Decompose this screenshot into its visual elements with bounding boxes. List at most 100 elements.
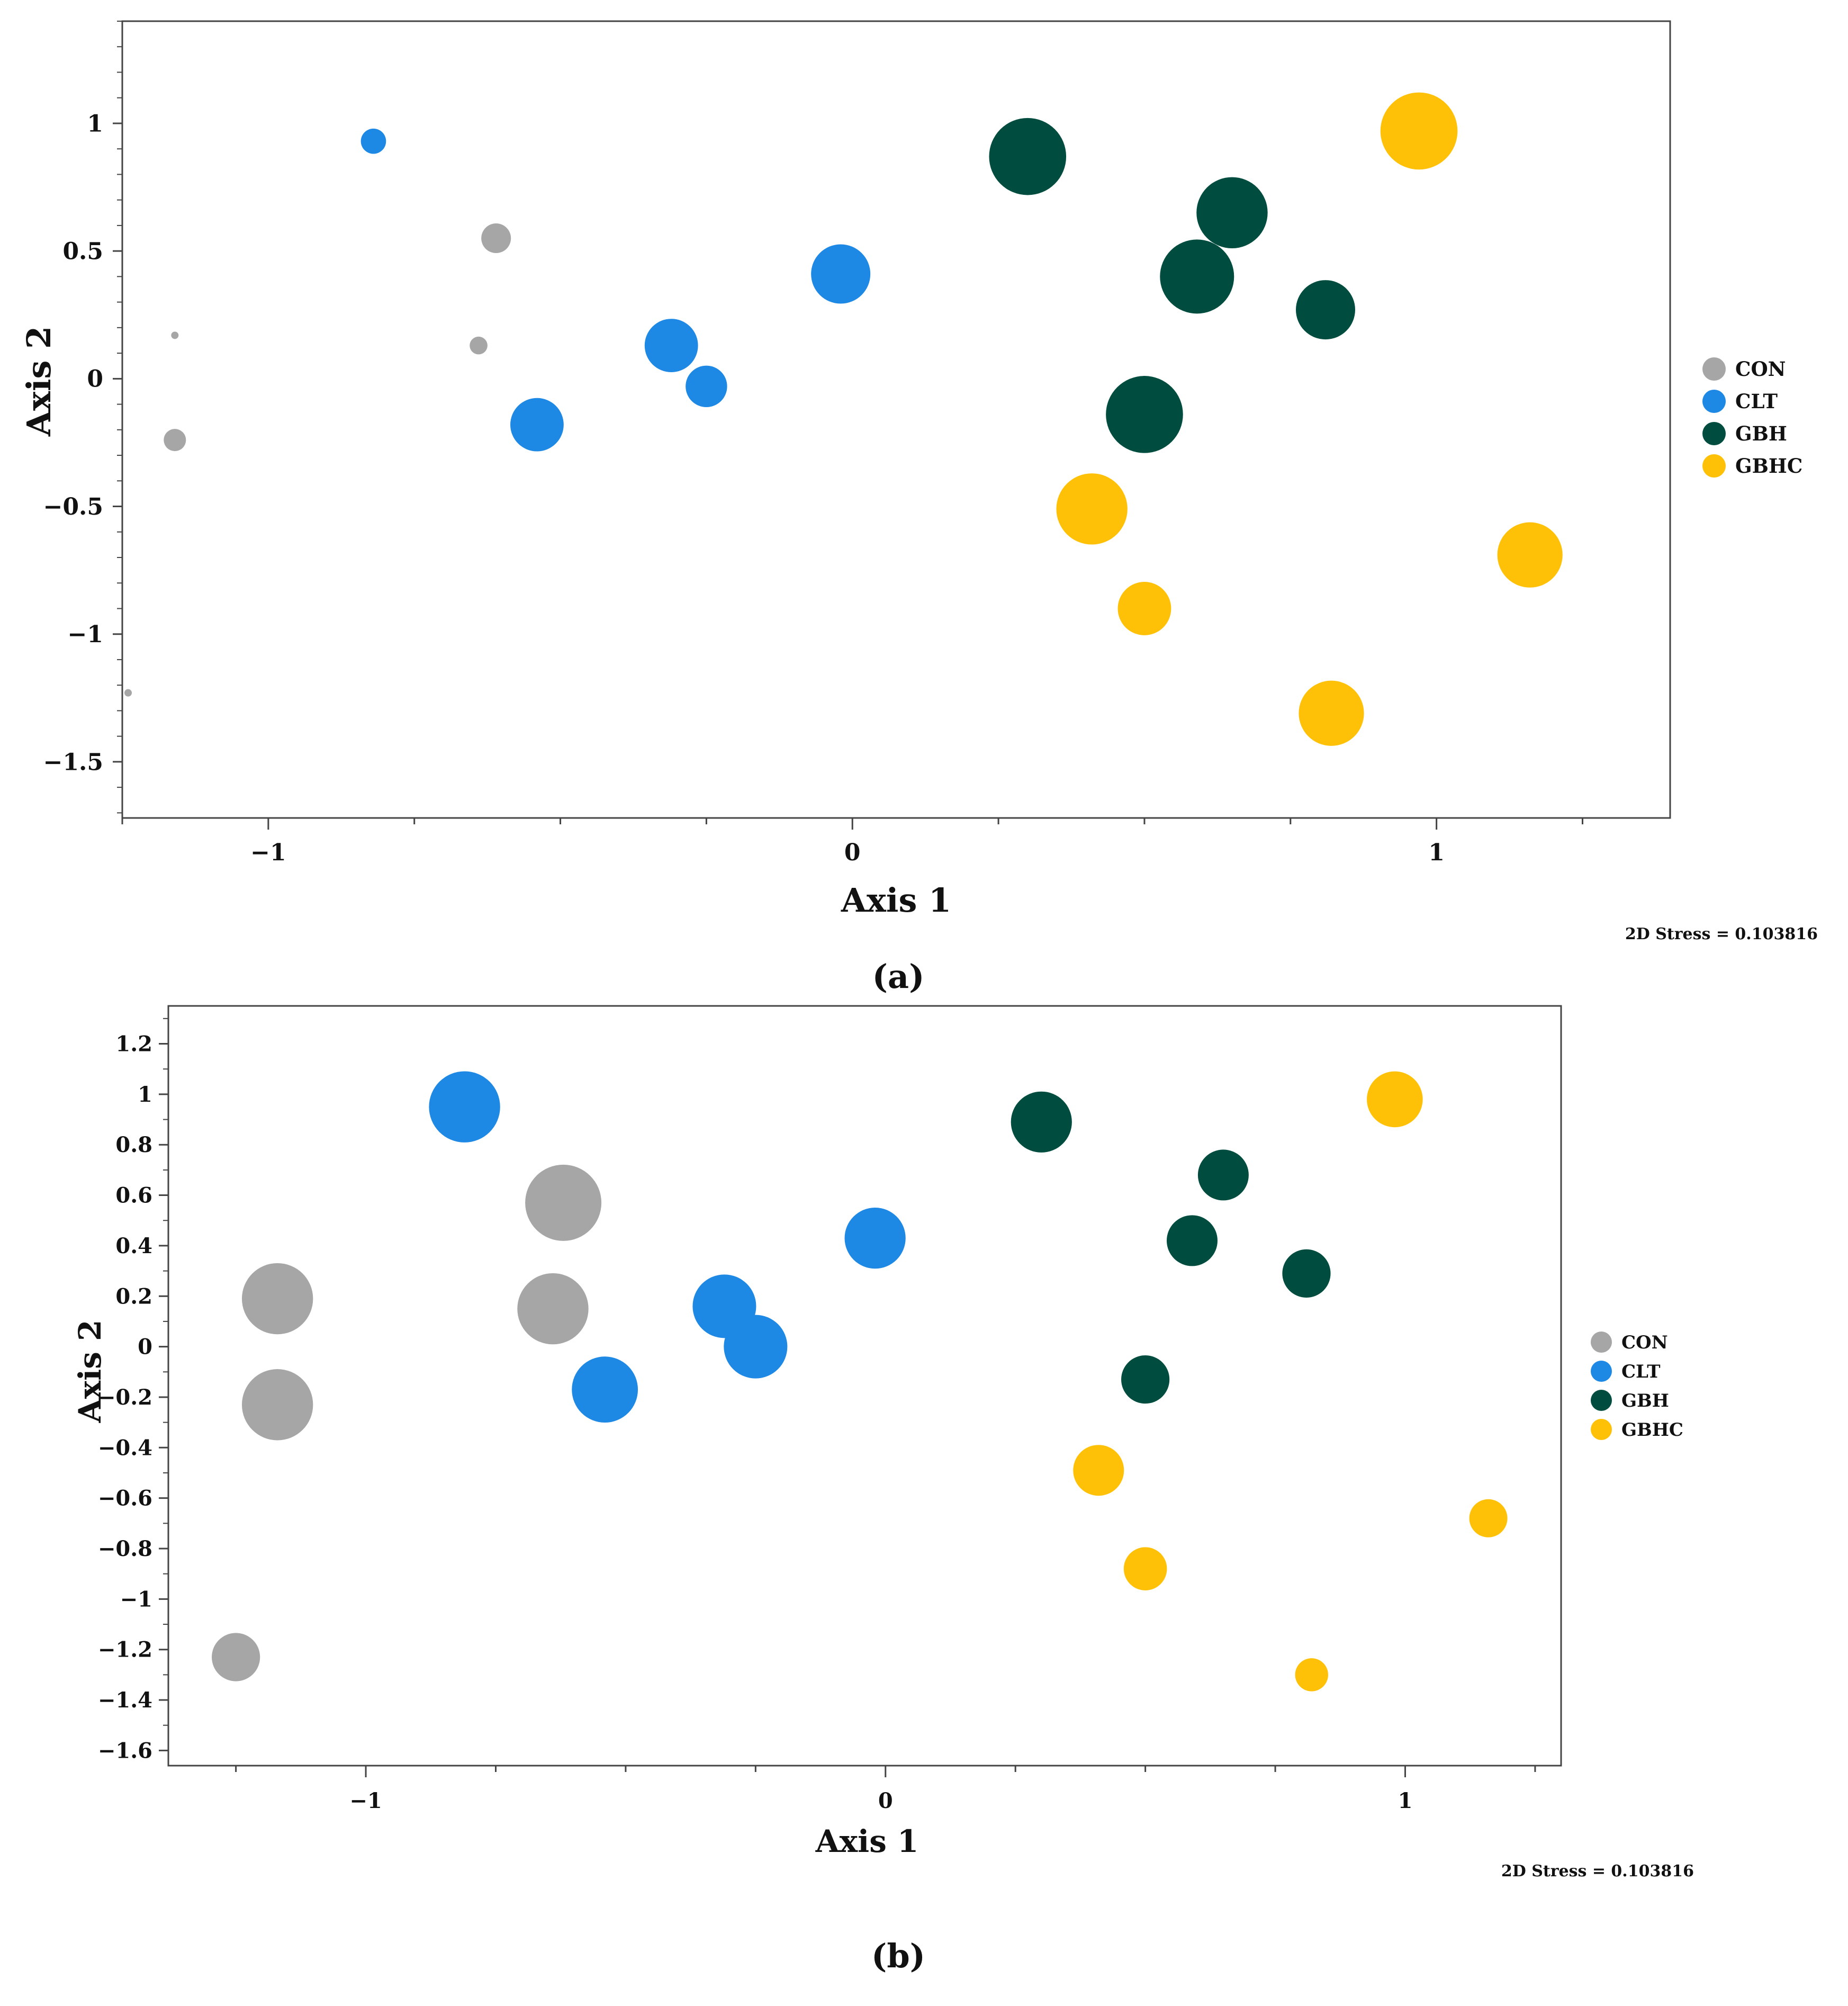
stress-value-a: 2D Stress = 0.103816 xyxy=(1625,925,1818,943)
legend-swatch-gbh xyxy=(1702,422,1726,445)
legend-label-gbhc: GBHC xyxy=(1621,1419,1683,1441)
legend-a: CON CLT GBH GBHC xyxy=(1702,357,1802,478)
x-tick-label: 1 xyxy=(1398,1788,1413,1813)
panel-label-a: (a) xyxy=(872,957,925,996)
point-con xyxy=(525,1164,602,1241)
point-clt xyxy=(572,1356,638,1423)
x-tick-label: 1 xyxy=(1428,839,1445,866)
point-gbhc xyxy=(1117,582,1171,635)
point-con xyxy=(481,223,511,254)
y-tick-label: −1.2 xyxy=(98,1638,152,1662)
point-con xyxy=(171,331,179,339)
x-tick-label: −1 xyxy=(349,1788,382,1813)
point-gbh xyxy=(1106,376,1183,453)
point-gbh xyxy=(989,118,1067,195)
legend-label-gbh: GBH xyxy=(1735,422,1787,445)
point-con xyxy=(517,1273,589,1345)
legend-swatch-con xyxy=(1591,1332,1612,1353)
y-tick-label: −0.8 xyxy=(98,1536,152,1561)
legend-label-con: CON xyxy=(1735,357,1786,381)
point-clt xyxy=(724,1315,788,1379)
point-gbh xyxy=(1121,1355,1170,1404)
point-gbh xyxy=(1166,1215,1218,1266)
point-gbh xyxy=(1011,1091,1072,1153)
point-con xyxy=(241,1263,313,1335)
y-tick-label: −1.4 xyxy=(98,1688,152,1713)
panel-a: −1 0 1 1 0.5 0 −0.5 −1 −1.5 Axis 1 Axis 2 CON CLT… xyxy=(20,20,1818,996)
y-tick-label: −0.5 xyxy=(43,493,103,520)
x-tick-label: 0 xyxy=(844,839,861,866)
plot-frame-b xyxy=(167,1005,1562,1767)
legend-b: CON CLT GBH GBHC xyxy=(1591,1332,1683,1441)
y-tick-label: 1 xyxy=(87,110,103,137)
legend-swatch-con xyxy=(1702,357,1726,381)
legend-swatch-gbhc xyxy=(1591,1419,1612,1440)
y-tick-label: 0.2 xyxy=(115,1284,152,1309)
legend-label-gbh: GBH xyxy=(1621,1390,1669,1411)
y-tick-label: 0.4 xyxy=(115,1234,152,1258)
scatter-points-b xyxy=(212,1071,1508,1692)
point-gbh xyxy=(1295,280,1355,340)
y-axis-title-b: Axis 2 xyxy=(72,1320,108,1424)
point-gbh xyxy=(1196,177,1268,248)
point-gbhc xyxy=(1367,1071,1423,1128)
y-tick-label: 0.8 xyxy=(115,1132,152,1157)
y-tick-label: −0.2 xyxy=(98,1385,152,1410)
point-gbhc xyxy=(1497,522,1563,588)
legend-swatch-clt xyxy=(1702,390,1726,413)
point-gbhc xyxy=(1073,1445,1124,1496)
point-gbhc xyxy=(1299,680,1364,746)
point-clt xyxy=(510,398,564,452)
point-con xyxy=(241,1369,313,1441)
y-tick-label: 0 xyxy=(138,1335,152,1360)
x-axis-title-b: Axis 1 xyxy=(815,1823,919,1859)
point-gbhc xyxy=(1295,1658,1328,1692)
legend-swatch-gbhc xyxy=(1702,454,1726,478)
y-axis-title-a: Axis 2 xyxy=(20,326,58,437)
y-tick-label: 0 xyxy=(87,366,103,393)
point-clt xyxy=(844,1208,906,1269)
x-tick-label: −1 xyxy=(250,839,286,866)
legend-swatch-clt xyxy=(1591,1361,1612,1382)
y-tick-label: 0.6 xyxy=(115,1183,152,1208)
legend-swatch-gbh xyxy=(1591,1390,1612,1411)
point-gbhc xyxy=(1380,92,1458,170)
legend-label-clt: CLT xyxy=(1621,1361,1661,1382)
point-gbhc xyxy=(1469,1499,1508,1537)
panel-label-b: (b) xyxy=(871,1937,925,1975)
legend-label-clt: CLT xyxy=(1735,390,1778,413)
point-con xyxy=(164,429,186,452)
legend-label-gbhc: GBHC xyxy=(1735,454,1802,478)
y-tick-label: −1 xyxy=(68,621,103,648)
y-tick-label: −0.4 xyxy=(98,1435,152,1460)
point-con xyxy=(470,336,488,355)
point-gbhc xyxy=(1123,1547,1167,1590)
point-gbh xyxy=(1197,1149,1249,1201)
point-gbhc xyxy=(1056,473,1128,545)
point-clt xyxy=(686,365,727,407)
point-con xyxy=(212,1633,260,1681)
stress-value-b: 2D Stress = 0.103816 xyxy=(1501,1862,1694,1881)
y-tick-label: −0.6 xyxy=(98,1486,152,1511)
point-clt xyxy=(811,244,871,304)
point-clt xyxy=(360,128,386,154)
point-clt xyxy=(429,1071,500,1143)
panel-b: −1 0 1 1.2 1 0.8 0.6 0.4 0.2 0 −0.2 −0.4 −0.6 −0.8 −1 −… xyxy=(72,1005,1694,1975)
scatter-points-a xyxy=(124,92,1563,746)
y-tick-label: 1.2 xyxy=(115,1032,152,1057)
axis-ticks-b: −1 0 1 1.2 1 0.8 0.6 0.4 0.2 0 −0.2 −0.4 −0.6 −0.8 −1 −… xyxy=(98,1018,1536,1813)
x-tick-label: 0 xyxy=(878,1788,893,1813)
point-gbh xyxy=(1160,239,1234,314)
axis-ticks-a: −1 0 1 1 0.5 0 −0.5 −1 −1.5 xyxy=(43,21,1583,866)
y-tick-label: −1.5 xyxy=(43,749,103,776)
y-tick-label: 1 xyxy=(138,1082,152,1107)
legend-label-con: CON xyxy=(1621,1332,1668,1353)
point-clt xyxy=(644,319,698,373)
point-gbh xyxy=(1282,1249,1331,1298)
point-con xyxy=(124,689,132,697)
y-tick-label: −1.6 xyxy=(98,1738,152,1763)
x-axis-title-a: Axis 1 xyxy=(841,881,951,920)
y-tick-label: −1 xyxy=(120,1587,152,1612)
y-tick-label: 0.5 xyxy=(62,238,103,265)
